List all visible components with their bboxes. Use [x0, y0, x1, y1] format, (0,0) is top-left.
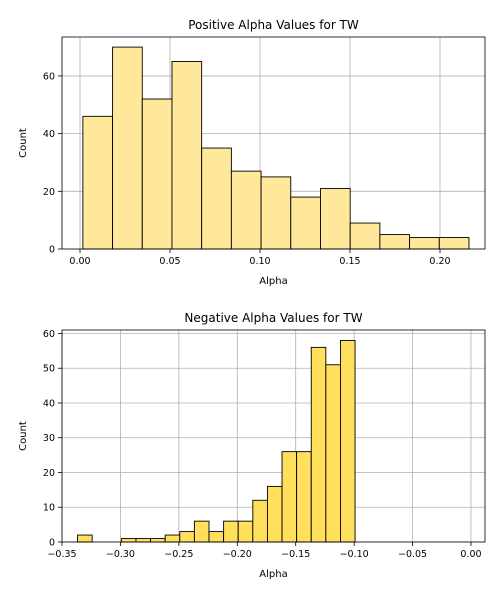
y-tick-label: 40 [43, 129, 55, 140]
histogram-bar [296, 451, 312, 543]
histogram-bar [164, 534, 181, 543]
x-tick-label: −0.15 [281, 549, 310, 560]
y-axis-label: Count [18, 128, 29, 158]
histogram-bar [82, 115, 114, 250]
x-tick-label: 0.00 [460, 549, 481, 560]
histogram-bar [179, 531, 195, 543]
histogram-bar [340, 339, 356, 543]
x-tick-label: −0.35 [47, 549, 76, 560]
negative-alpha-histogram: −0.35 −0.30 −0.25 −0.20 −0.15 −0.10 −0.05 0.00 0… [18, 311, 486, 580]
x-tick-label: 0.20 [429, 256, 450, 267]
x-tick-label: −0.30 [106, 549, 135, 560]
chart-title: Positive Alpha Values for TW [188, 18, 359, 32]
histogram-bar [290, 196, 321, 250]
y-tick-label: 10 [43, 503, 55, 514]
x-tick-label: −0.20 [223, 549, 252, 560]
histogram-bar [252, 499, 268, 543]
histogram-bar [320, 187, 351, 250]
ticks: 0.00 0.05 0.10 0.15 0.20 0 20 40 60 [43, 71, 451, 267]
histogram-bar [438, 237, 470, 250]
bars [82, 46, 470, 250]
histogram-bar [201, 147, 232, 250]
histogram-bar [349, 222, 381, 250]
histogram-bar [260, 176, 292, 250]
histogram-bar [281, 451, 298, 543]
y-tick-label: 60 [43, 329, 55, 340]
y-tick-label: 0 [49, 245, 55, 256]
histogram-bar [223, 520, 239, 543]
x-tick-label: 0.05 [159, 256, 180, 267]
y-axis-label: Count [18, 421, 29, 451]
histogram-bar [237, 520, 254, 543]
histogram-bar [77, 534, 93, 543]
y-tick-label: 40 [43, 398, 55, 409]
x-tick-label: 0.15 [339, 256, 360, 267]
ticks: −0.35 −0.30 −0.25 −0.20 −0.15 −0.10 −0.05 0.00 0… [43, 329, 482, 560]
y-tick-label: 30 [43, 433, 55, 444]
histogram-bar [193, 520, 210, 543]
x-tick-label: −0.25 [164, 549, 193, 560]
positive-alpha-histogram: 0.00 0.05 0.10 0.15 0.20 0 20 40 60 Positive Alp… [18, 18, 486, 287]
plot-frame [61, 36, 486, 250]
histogram-bar [409, 237, 440, 250]
x-tick-label: −0.10 [340, 549, 369, 560]
histogram-bar [120, 538, 137, 543]
histogram-bar [135, 538, 152, 543]
x-tick-label: 0.00 [69, 256, 90, 267]
histogram-bar [310, 346, 327, 543]
y-tick-label: 20 [43, 468, 55, 479]
y-tick-label: 60 [43, 71, 55, 82]
histogram-bar [208, 531, 225, 543]
bars [77, 339, 356, 543]
histogram-bar [171, 61, 203, 250]
y-tick-label: 20 [43, 187, 55, 198]
histogram-bar [141, 98, 173, 250]
histogram-bar [230, 170, 262, 250]
histogram-bar [266, 485, 283, 543]
chart-title: Negative Alpha Values for TW [184, 311, 362, 325]
plot-frame [61, 329, 486, 543]
x-axis-label: Alpha [259, 276, 287, 287]
x-tick-label: −0.05 [398, 549, 427, 560]
y-tick-label: 0 [49, 538, 55, 549]
histogram-bar [379, 234, 411, 250]
x-tick-label: 0.10 [249, 256, 270, 267]
histogram-bar [112, 46, 143, 250]
x-axis-label: Alpha [259, 569, 287, 580]
histogram-bar [325, 364, 341, 543]
histogram-bar [150, 538, 166, 543]
y-tick-label: 50 [43, 364, 55, 375]
